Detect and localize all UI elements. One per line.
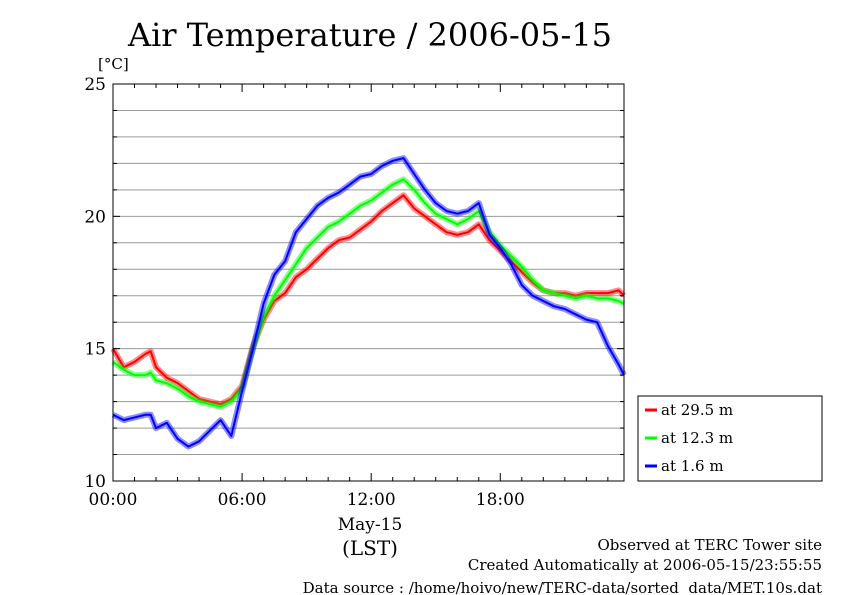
- y-axis-ticks: 10 15 20 25: [84, 75, 624, 492]
- chart-title: Air Temperature / 2006-05-15: [127, 16, 612, 54]
- legend-label: at 1.6 m: [661, 457, 724, 475]
- x-axis-unit-label: (LST): [342, 536, 398, 560]
- legend-label: at 29.5 m: [661, 401, 733, 419]
- x-axis-date-label: May-15: [338, 515, 403, 535]
- x-tick-label: 12:00: [347, 490, 396, 510]
- x-axis-ticks: 00:00 06:00 12:00 18:00: [89, 84, 609, 510]
- x-tick-label: 06:00: [218, 490, 267, 510]
- series-line-halo: [111, 176, 626, 410]
- y-tick-label: 15: [84, 340, 106, 360]
- plot-frame: [112, 83, 625, 482]
- x-tick-label: 18:00: [476, 490, 525, 510]
- x-tick-label: 00:00: [89, 490, 138, 510]
- series-lines: [110, 155, 627, 450]
- footer-data-source: Data source : /home/hoivo/new/TERC-data/…: [303, 579, 822, 595]
- legend-label: at 12.3 m: [661, 429, 733, 447]
- grid-lines: [113, 109, 624, 456]
- legend-box: [637, 395, 823, 482]
- y-axis-unit: [°C]: [98, 55, 129, 73]
- y-tick-label: 25: [84, 75, 106, 95]
- series-line: [112, 178, 625, 408]
- footer-observed-site: Observed at TERC Tower site: [597, 536, 822, 554]
- y-tick-label: 10: [84, 472, 106, 492]
- legend: at 29.5 m at 12.3 m at 1.6 m: [637, 395, 823, 482]
- y-tick-label: 20: [84, 207, 106, 227]
- footer-created-time: Created Automatically at 2006-05-15/23:5…: [468, 556, 822, 574]
- series-line: [112, 157, 625, 448]
